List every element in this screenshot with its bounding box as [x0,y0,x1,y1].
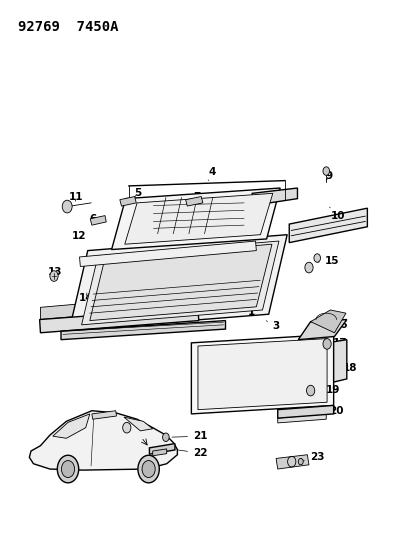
Text: 1: 1 [240,305,255,317]
Text: 17: 17 [332,338,347,348]
Text: 13: 13 [47,267,62,277]
Circle shape [142,461,155,478]
Polygon shape [149,443,175,454]
Polygon shape [197,338,326,410]
Text: 18: 18 [342,363,356,373]
Text: 22: 22 [176,448,207,458]
Text: 11: 11 [69,191,83,201]
Text: 21: 21 [171,431,207,441]
Polygon shape [69,235,287,330]
Text: 3: 3 [266,321,279,331]
Circle shape [57,455,78,483]
Text: 7: 7 [192,191,200,201]
Polygon shape [310,310,345,333]
Circle shape [50,271,58,281]
Circle shape [322,167,329,175]
Circle shape [304,262,312,273]
Text: 19: 19 [317,384,339,394]
Polygon shape [119,197,136,206]
Text: 8: 8 [254,192,261,203]
Circle shape [61,461,74,478]
Polygon shape [40,296,174,319]
Polygon shape [123,417,152,431]
Circle shape [162,433,169,441]
Polygon shape [298,319,346,340]
Polygon shape [29,411,177,470]
Text: 16: 16 [325,320,347,330]
Text: 20: 20 [325,406,343,416]
Polygon shape [185,197,202,206]
Polygon shape [289,208,366,243]
Polygon shape [92,411,116,419]
Polygon shape [277,406,333,418]
Polygon shape [90,244,271,320]
Polygon shape [61,320,225,340]
Text: 10: 10 [329,207,344,221]
Text: 5: 5 [133,188,141,198]
Text: 14: 14 [78,293,93,303]
Circle shape [298,458,302,465]
Circle shape [122,422,131,433]
Circle shape [322,338,330,349]
Text: 6: 6 [90,214,97,224]
Circle shape [306,385,314,396]
Text: 9: 9 [325,172,332,181]
Text: 15: 15 [317,256,338,266]
Polygon shape [333,340,346,382]
Text: 23: 23 [303,453,323,463]
Polygon shape [275,455,308,469]
Polygon shape [53,414,90,438]
Polygon shape [90,216,106,225]
Text: 2: 2 [139,285,154,295]
Circle shape [138,455,159,483]
Polygon shape [152,449,166,456]
Text: 4: 4 [208,167,215,181]
Text: 92769  7450A: 92769 7450A [18,20,118,34]
Circle shape [62,200,72,213]
Circle shape [313,254,320,262]
Polygon shape [191,334,333,414]
Polygon shape [81,241,278,325]
Polygon shape [40,308,198,333]
Polygon shape [252,188,297,206]
Polygon shape [277,414,325,423]
Polygon shape [124,193,272,244]
Polygon shape [79,241,256,266]
Text: 12: 12 [72,231,86,241]
Polygon shape [112,188,280,249]
